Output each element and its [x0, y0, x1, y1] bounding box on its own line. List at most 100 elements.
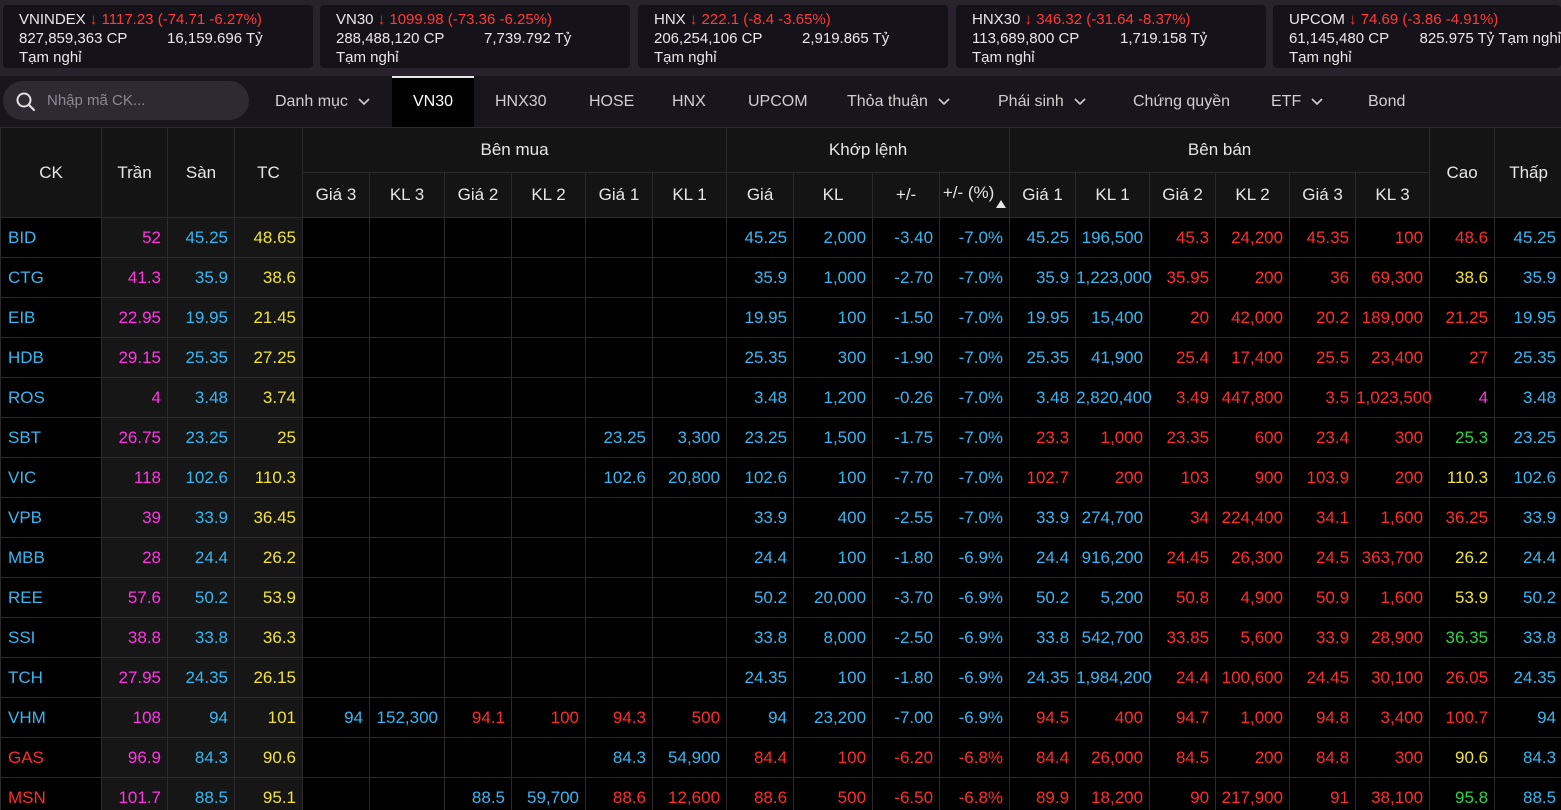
header-bid-vol-1[interactable]: KL 1 [651, 172, 728, 218]
header-ask-vol-3[interactable]: KL 3 [1355, 172, 1431, 218]
index-card-upcom[interactable]: UPCOM ↓ 74.69 (-3.86 -4.91%) 61,145,480 … [1273, 5, 1561, 68]
header-low[interactable]: Thấp [1494, 127, 1561, 218]
symbol-cell[interactable]: VPB [0, 497, 102, 538]
change-pct-cell: -7.0% [939, 257, 1011, 298]
table-row[interactable]: SBT 26.75 23.25 25 23.25 3,300 23.25 1,500 -1.75… [0, 417, 1561, 458]
table-row[interactable]: SSI 38.8 33.8 36.3 33.8 8,000 -2.50 -6.9% 33.8 54… [0, 617, 1561, 658]
ask-price-1-cell: 25.35 [1009, 337, 1077, 378]
table-row[interactable]: HDB 29.15 25.35 27.25 25.35 300 -1.90 -7.0% 25.3… [0, 337, 1561, 378]
table-row[interactable]: REE 57.6 50.2 53.9 50.2 20,000 -3.70 -6.9% 50.2 5… [0, 577, 1561, 618]
table-row[interactable]: BID 52 45.25 48.65 45.25 2,000 -3.40 -7.0% 45.25… [0, 217, 1561, 258]
ask-vol-3-cell: 300 [1355, 737, 1431, 778]
header-ask-vol-2[interactable]: KL 2 [1215, 172, 1291, 218]
bid-price-1-cell: 84.3 [585, 737, 653, 778]
header-ask-group: Bên bán [1009, 127, 1431, 173]
table-row[interactable]: VPB 39 33.9 36.45 33.9 400 -2.55 -7.0% 33.9 274,7… [0, 497, 1561, 538]
chevron-down-icon [1074, 98, 1086, 105]
symbol-cell[interactable]: TCH [0, 657, 102, 698]
symbol-cell[interactable]: HDB [0, 337, 102, 378]
header-bid-price-2[interactable]: Giá 2 [444, 172, 512, 218]
tab-etf[interactable]: ETF [1271, 76, 1323, 127]
bid-price-2-cell [444, 377, 512, 418]
symbol-cell[interactable]: SSI [0, 617, 102, 658]
low-cell: 33.9 [1494, 497, 1561, 538]
symbol-cell[interactable]: BID [0, 217, 102, 258]
symbol-cell[interactable]: CTG [0, 257, 102, 298]
header-bid-price-3[interactable]: Giá 3 [302, 172, 370, 218]
ask-price-3-cell: 50.9 [1289, 577, 1357, 618]
index-card-hnx30[interactable]: HNX30 ↓ 346.32 (-31.64 -8.37%) 113,689,8… [956, 5, 1266, 68]
header-high[interactable]: Cao [1429, 127, 1496, 218]
price-board-table: CK Trần Sàn TC Bên mua Khớp lệnh Bên bán… [0, 127, 1561, 810]
index-card-vnindex[interactable]: VNINDEX ↓ 1117.23 (-74.71 -6.27%) 827,85… [3, 5, 313, 68]
header-ask-price-1[interactable]: Giá 1 [1009, 172, 1077, 218]
match-vol-cell: 2,000 [793, 217, 874, 258]
symbol-cell[interactable]: VIC [0, 457, 102, 498]
table-row[interactable]: GAS 96.9 84.3 90.6 84.3 54,900 84.4 100 -6.20 -6.… [0, 737, 1561, 778]
ask-price-1-cell: 84.4 [1009, 737, 1077, 778]
symbol-cell[interactable]: ROS [0, 377, 102, 418]
header-match-vol[interactable]: KL [793, 172, 874, 218]
table-row[interactable]: MSN 101.7 88.5 95.1 88.5 59,700 88.6 12,600 88.6… [0, 777, 1561, 810]
header-change-pct[interactable]: +/- (%) [939, 172, 1011, 218]
bid-price-1-cell [585, 537, 653, 578]
tab-bond[interactable]: Bond [1368, 76, 1405, 127]
reference-cell: 36.3 [234, 617, 303, 658]
header-bid-vol-3[interactable]: KL 3 [369, 172, 445, 218]
header-ck[interactable]: CK [0, 127, 102, 218]
symbol-cell[interactable]: MBB [0, 537, 102, 578]
header-reference[interactable]: TC [234, 127, 303, 218]
change-cell: -2.70 [872, 257, 941, 298]
header-match-price[interactable]: Giá [726, 172, 795, 218]
symbol-cell[interactable]: MSN [0, 777, 102, 810]
tab-vn30[interactable]: VN30 [392, 76, 474, 127]
header-ask-price-3[interactable]: Giá 3 [1289, 172, 1357, 218]
symbol-search[interactable] [3, 81, 249, 120]
tab-hose[interactable]: HOSE [589, 76, 634, 127]
table-row[interactable]: VHM 108 94 101 94 152,300 94.1 100 94.3 500 94 23,2… [0, 697, 1561, 738]
ask-vol-3-cell: 300 [1355, 417, 1431, 458]
index-value: 74.69 [1360, 11, 1399, 28]
symbol-cell[interactable]: REE [0, 577, 102, 618]
bid-price-2-cell [444, 537, 512, 578]
ask-vol-2-cell: 5,600 [1215, 617, 1291, 658]
ask-price-1-cell: 89.9 [1009, 777, 1077, 810]
header-bid-vol-2[interactable]: KL 2 [511, 172, 586, 218]
tab-danh-muc[interactable]: Danh mục [275, 76, 370, 127]
tab-thoa-thuan[interactable]: Thỏa thuận [847, 76, 950, 127]
index-change: (-3.86 -4.91%) [1402, 11, 1499, 28]
table-row[interactable]: ROS 4 3.48 3.74 3.48 1,200 -0.26 -7.0% 3.48 2,820… [0, 377, 1561, 418]
ask-price-2-cell: 3.49 [1149, 377, 1217, 418]
search-icon [16, 92, 36, 112]
change-pct-cell: -7.0% [939, 417, 1011, 458]
search-input[interactable] [47, 89, 237, 111]
low-cell: 35.9 [1494, 257, 1561, 298]
header-ask-price-2[interactable]: Giá 2 [1149, 172, 1217, 218]
tab-chung-quyen[interactable]: Chứng quyền [1133, 76, 1230, 127]
header-ceiling[interactable]: Trần [101, 127, 168, 218]
table-row[interactable]: TCH 27.95 24.35 26.15 24.35 100 -1.80 -6.9% 24.3… [0, 657, 1561, 698]
table-row[interactable]: CTG 41.3 35.9 38.6 35.9 1,000 -2.70 -7.0% 35.9 1,… [0, 257, 1561, 298]
bid-price-3-cell [302, 297, 370, 338]
low-cell: 45.25 [1494, 217, 1561, 258]
tab-hnx30[interactable]: HNX30 [495, 76, 547, 127]
table-row[interactable]: VIC 118 102.6 110.3 102.6 20,800 102.6 100 -7.70… [0, 457, 1561, 498]
tab-upcom[interactable]: UPCOM [748, 76, 808, 127]
symbol-cell[interactable]: VHM [0, 697, 102, 738]
table-row[interactable]: EIB 22.95 19.95 21.45 19.95 100 -1.50 -7.0% 19.9… [0, 297, 1561, 338]
header-ask-vol-1[interactable]: KL 1 [1075, 172, 1151, 218]
floor-cell: 102.6 [167, 457, 235, 498]
header-bid-price-1[interactable]: Giá 1 [585, 172, 653, 218]
index-card-vn30[interactable]: VN30 ↓ 1099.98 (-73.36 -6.25%) 288,488,1… [320, 5, 630, 68]
tab-phai-sinh[interactable]: Phái sinh [998, 76, 1086, 127]
table-row[interactable]: MBB 28 24.4 26.2 24.4 100 -1.80 -6.9% 24.4 916,20… [0, 537, 1561, 578]
symbol-cell[interactable]: GAS [0, 737, 102, 778]
header-floor[interactable]: Sàn [167, 127, 235, 218]
symbol-cell[interactable]: SBT [0, 417, 102, 458]
index-card-hnx[interactable]: HNX ↓ 222.1 (-8.4 -3.65%) 206,254,106 CP… [638, 5, 948, 68]
low-cell: 23.25 [1494, 417, 1561, 458]
symbol-cell[interactable]: EIB [0, 297, 102, 338]
header-change[interactable]: +/- [872, 172, 941, 218]
ceiling-cell: 118 [101, 457, 168, 498]
tab-hnx[interactable]: HNX [672, 76, 706, 127]
